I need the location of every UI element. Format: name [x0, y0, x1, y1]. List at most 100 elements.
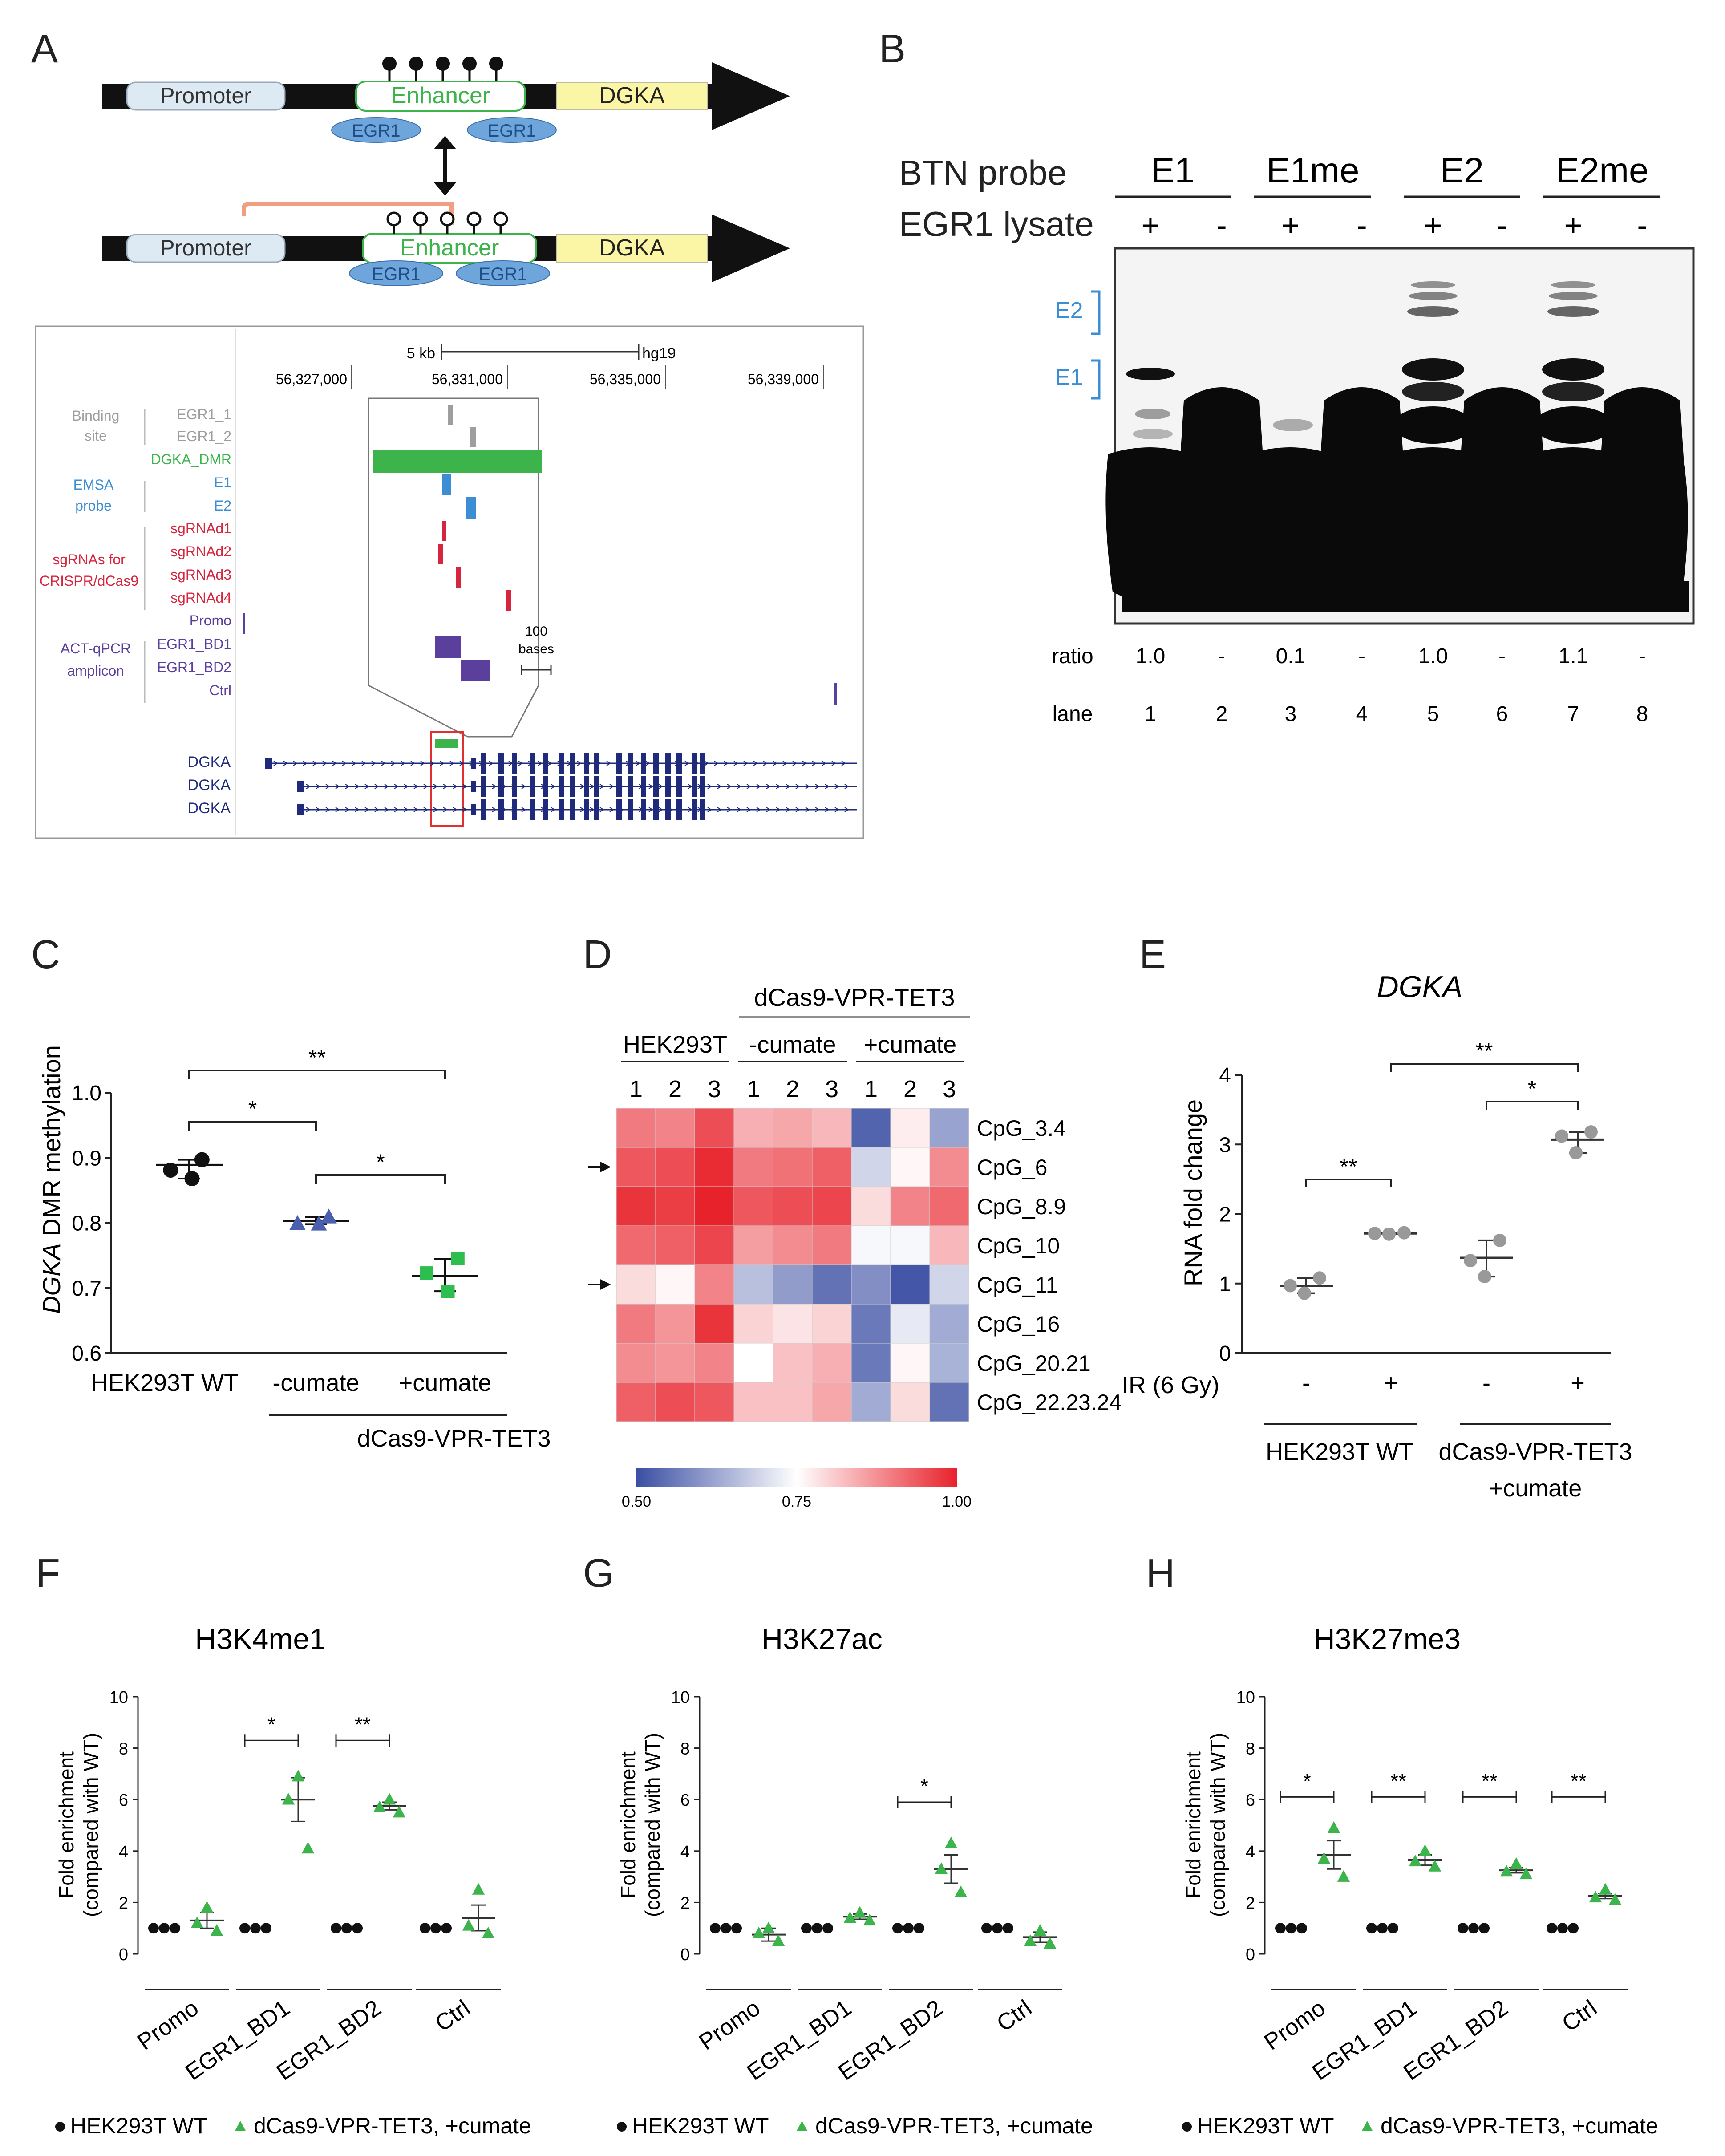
wt-data-point [1275, 1923, 1286, 1934]
promoter-label: Promoter [160, 83, 251, 108]
heatmap-cell [890, 1343, 930, 1383]
heatmap-cell [890, 1264, 930, 1305]
transcripts: DGKA DGKA DGKA [188, 753, 857, 820]
exon-block [471, 781, 476, 792]
strand-chevron-icon [453, 784, 458, 789]
strand-chevron-icon [707, 807, 712, 812]
enhancer-box [362, 233, 537, 264]
panel-g: H3K27ac Fold enrichment (compared with WT)… [616, 1622, 1093, 2138]
y-tick-label: 3 [1219, 1133, 1231, 1157]
wt-data-point [892, 1923, 903, 1934]
strand-chevron-icon [599, 807, 604, 812]
panel-letter-b: B [879, 27, 906, 71]
strand-chevron-icon [443, 784, 448, 789]
strand-chevron-icon [684, 761, 689, 766]
sgrna-bar [506, 590, 511, 611]
y-tick-label: 8 [1246, 1740, 1255, 1759]
y-tick-label: 6 [680, 1791, 690, 1810]
exon-block [653, 776, 659, 797]
heatmap-cell [773, 1343, 813, 1383]
y-tick-label: 2 [119, 1894, 128, 1913]
exon-block [665, 753, 671, 774]
heatmap-group-label: +cumate [864, 1031, 957, 1058]
lane-number: 6 [1496, 702, 1508, 726]
heatmap-cell [694, 1343, 734, 1383]
lysate-sign: + [1142, 208, 1160, 243]
heatmap-cell [694, 1108, 734, 1148]
heatmap-cell [733, 1186, 773, 1226]
lysate-sign: - [1637, 208, 1647, 243]
heatmap-row-label: CpG_20.21 [977, 1351, 1091, 1376]
treated-data-point [1510, 1857, 1523, 1869]
panel-letter-a: A [31, 27, 58, 71]
heatmap-cell [812, 1382, 852, 1422]
heatmap-cell [929, 1304, 969, 1344]
track-name: E2 [214, 498, 231, 514]
data-point [1478, 1270, 1491, 1284]
strand-chevron-icon [792, 761, 797, 766]
strand-chevron-icon [413, 784, 418, 789]
strand-chevron-icon [704, 761, 709, 766]
treated-data-point [292, 1770, 305, 1782]
methylated-cpg-icon [436, 57, 450, 71]
heatmap-cell [733, 1382, 773, 1422]
egr1-oval [456, 260, 550, 286]
heatmap-row-label: CpG_6 [977, 1155, 1047, 1180]
free-probe-top [1460, 387, 1544, 472]
unmethylated-cpg-icon [440, 211, 455, 227]
significance-stars: ** [308, 1045, 326, 1070]
shifted-complex-band [1534, 406, 1612, 444]
e1-band [1542, 382, 1604, 401]
panel-h: H3K27me3 Fold enrichment (compared with WT… [1182, 1622, 1658, 2138]
track-name: sgRNAd3 [170, 567, 231, 583]
treated-data-point [1317, 1852, 1331, 1864]
wt-data-point [1366, 1923, 1377, 1934]
strand-chevron-icon [443, 807, 448, 812]
double-arrow-icon [434, 136, 456, 196]
sgrna-bar [456, 567, 461, 588]
track-name: EGR1_2 [177, 428, 231, 444]
treated-data-point [1043, 1937, 1057, 1949]
legend-treated-icon [796, 2121, 808, 2131]
strand-chevron-icon [384, 807, 389, 812]
lane-label: lane [1053, 702, 1093, 726]
strand-chevron-icon [547, 761, 552, 766]
strand-chevron-icon [815, 784, 820, 789]
egr1-label: EGR1 [372, 264, 421, 284]
treated-data-point [762, 1921, 775, 1933]
probe-name: E1me [1267, 150, 1360, 190]
exon-block [700, 753, 705, 774]
exon-block [265, 758, 272, 769]
strand-chevron-icon [636, 761, 640, 766]
egr1-label: EGR1 [488, 121, 536, 141]
heatmap-cell [851, 1304, 891, 1344]
strand-chevron-icon [316, 784, 320, 789]
heatmap-row-label: CpG_10 [977, 1233, 1060, 1258]
bracket-e1 [1091, 359, 1101, 400]
exon-block [498, 799, 504, 820]
exon-block [653, 753, 659, 774]
strand-chevron-icon [325, 807, 330, 812]
data-point [1464, 1254, 1477, 1268]
enhancer-label: Enhancer [400, 235, 499, 261]
e1-band [1402, 358, 1464, 381]
y-axis-label-gene: DGKA [37, 1243, 65, 1314]
heatmap-cell [694, 1264, 734, 1305]
unmethylated-cpg-icon [386, 211, 401, 227]
exon-block [297, 781, 304, 792]
heatmap-cell [733, 1108, 773, 1148]
methylated-cpg-icon [489, 57, 503, 71]
strand-chevron-icon [273, 761, 278, 766]
strand-chevron-icon [786, 807, 790, 812]
strand-chevron-icon [384, 784, 389, 789]
legend-wt-icon [55, 2122, 65, 2132]
strand-chevron-icon [825, 784, 830, 789]
panel-f: H3K4me1 Fold enrichment (compared with WT)… [55, 1622, 531, 2138]
exon-block [616, 776, 622, 797]
egr1-oval [349, 260, 443, 286]
data-point [451, 1252, 465, 1265]
y-axis-label-rest: DMR methylation [37, 1045, 65, 1243]
strand-chevron-icon [394, 807, 399, 812]
y-tick-label: 0.6 [72, 1342, 101, 1366]
